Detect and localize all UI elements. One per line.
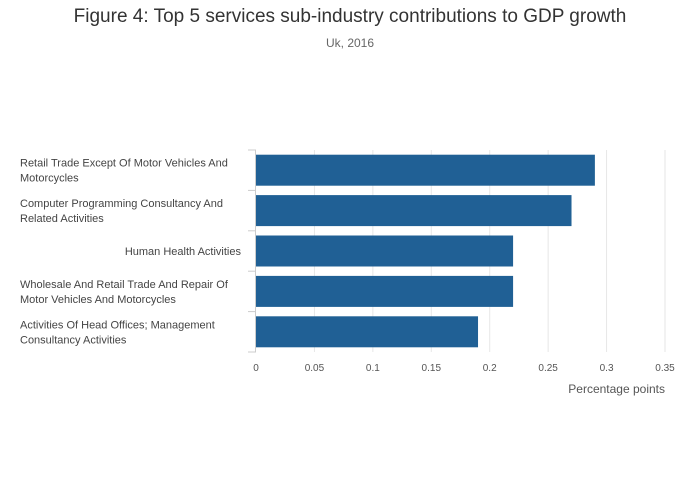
x-tick-label: 0.15 <box>422 363 442 374</box>
category-label: Activities Of Head Offices; Management <box>20 319 215 331</box>
category-label: Consultancy Activities <box>20 334 127 346</box>
x-tick-label: 0.1 <box>366 363 380 374</box>
category-label: Motor Vehicles And Motorcycles <box>20 294 176 306</box>
category-label: Related Activities <box>20 213 104 225</box>
category-label: Wholesale And Retail Trade And Repair Of <box>20 279 229 291</box>
category-label: Retail Trade Except Of Motor Vehicles An… <box>20 158 228 170</box>
chart-title: Figure 4: Top 5 services sub-industry co… <box>73 6 627 27</box>
x-axis-title: Percentage points <box>568 382 665 396</box>
bar <box>256 275 514 307</box>
bars <box>256 154 595 348</box>
x-tick-label: 0.3 <box>600 363 614 374</box>
bar <box>256 235 514 267</box>
bar <box>256 316 479 348</box>
category-label: Motorcycles <box>20 173 79 185</box>
bar <box>256 195 572 227</box>
category-label: Computer Programming Consultancy And <box>20 198 223 210</box>
x-tick-labels: 0 0.05 0.1 0.15 0.2 0.25 0.3 0.35 <box>253 363 675 374</box>
bar <box>256 154 595 186</box>
x-tick-label: 0.35 <box>655 363 675 374</box>
chart-subtitle: Uk, 2016 <box>325 36 375 50</box>
x-tick-label: 0.2 <box>483 363 497 374</box>
x-tick-label: 0 <box>253 363 259 374</box>
category-labels: Retail Trade Except Of Motor Vehicles An… <box>20 158 241 347</box>
x-tick-label: 0.25 <box>538 363 558 374</box>
category-label: Human Health Activities <box>125 246 242 258</box>
x-tick-label: 0.05 <box>305 363 325 374</box>
